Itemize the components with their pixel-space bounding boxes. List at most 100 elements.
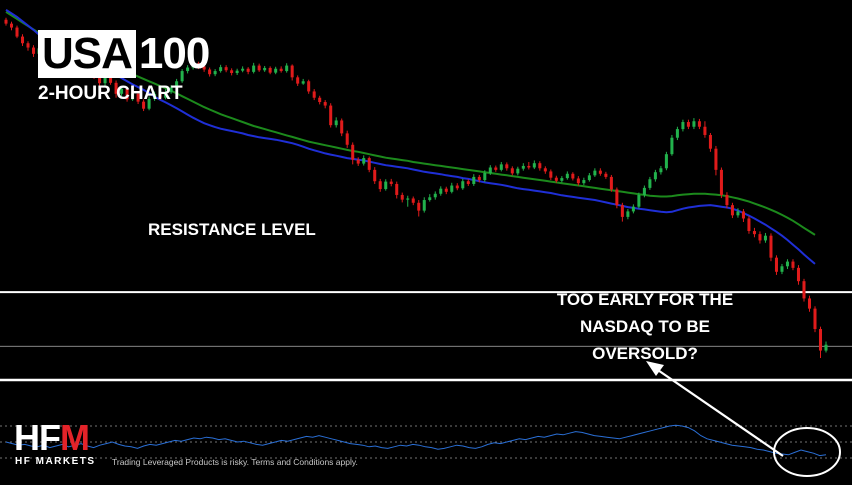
candle-body [125,88,129,100]
candle [648,176,652,190]
candle [813,306,817,333]
candle [26,41,30,51]
candle-body [692,121,696,127]
candle-body [208,69,212,75]
title-number: 100 [138,29,210,78]
candle [406,195,410,207]
candle-body [395,183,399,195]
question-line-3: OVERSOLD? [592,344,698,363]
annotation-layer [646,361,841,477]
candle [604,171,608,179]
candle [411,196,415,206]
candle [191,60,195,70]
candle-body [598,170,602,174]
candle [642,185,646,198]
candle-body [571,173,575,179]
candle-body [450,185,454,192]
candle-body [323,102,327,106]
candle-body [417,202,421,211]
candle-body [252,65,256,72]
candle [323,100,327,109]
candle-body [813,308,817,330]
candle-body [406,198,410,200]
candle [334,117,338,128]
candle [615,187,619,209]
candle-body [642,187,646,195]
candle-body [290,65,294,78]
candle [708,133,712,152]
candle-body [362,158,366,164]
candle-body [714,148,718,170]
candle [697,118,701,130]
candle [213,69,217,77]
candle [807,295,812,312]
candle [230,68,234,76]
candle-body [180,71,184,82]
candle-body [510,168,514,174]
candle [131,91,135,101]
candle-body [670,137,674,155]
candle-body [263,67,267,71]
candle [180,69,184,83]
candle [488,165,492,175]
candle-body [565,173,569,179]
candle-body [681,122,685,130]
candle [675,126,679,141]
candle [587,172,591,182]
candle-body [334,120,338,126]
candle [664,151,668,171]
candle [114,80,118,98]
candle [538,161,542,171]
candle [384,179,388,191]
candle-body [554,177,558,181]
hfm-logo: HFM [14,417,90,458]
candle [626,209,630,220]
candle [428,194,432,202]
candle-body [230,70,234,74]
candle [15,25,19,39]
candle-body [615,189,619,206]
candle [741,209,745,222]
candle-body [780,266,784,272]
candle-body [648,179,652,188]
candle [758,231,762,244]
candle-body [472,176,476,184]
candle [620,202,624,222]
candle [802,278,806,302]
logo-text-hf: HF [14,417,61,458]
logo-text-m: M [60,417,90,458]
candle [494,165,498,172]
candle-body [609,176,613,190]
candle [345,130,349,148]
candle-body [675,129,679,138]
candle-body [224,67,228,71]
candle-body [686,122,690,127]
candle [747,216,751,234]
candle [576,176,580,186]
candle [202,64,206,72]
question-arrow-shaft [651,365,784,457]
candle [477,174,481,183]
candle-body [268,67,272,73]
oversold-question: TOO EARLY FOR THE NASDAQ TO BE OVERSOLD? [540,286,750,367]
candle-body [752,231,756,235]
candle [565,171,569,180]
candle-body [620,205,624,217]
candle-body [285,65,289,72]
candle-body [505,164,509,169]
candle [598,168,602,176]
candle [736,208,740,218]
candle-body [384,181,388,190]
risk-disclaimer: Trading Leveraged Products is risky. Ter… [112,457,358,467]
candle [378,178,382,192]
candle-body [219,67,223,72]
candle [367,156,371,173]
candle-body [824,344,828,351]
candle-body [20,36,25,44]
candle [703,121,707,138]
candle [224,65,228,73]
candle [554,175,558,183]
candle-body [796,267,800,282]
candle [274,66,278,75]
candle-body [103,77,107,84]
